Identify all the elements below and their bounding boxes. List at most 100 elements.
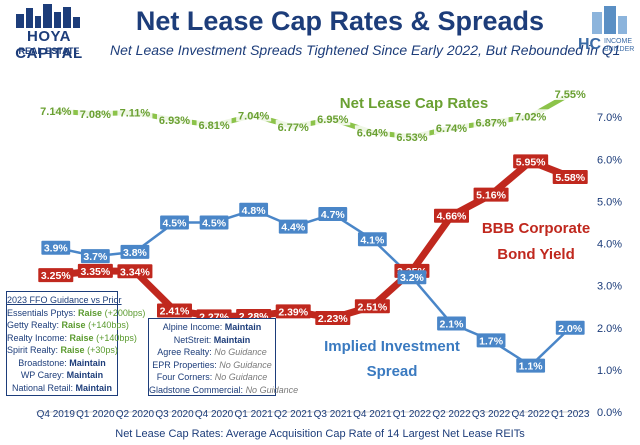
data-label-bg xyxy=(275,304,311,319)
data-label: 4.1% xyxy=(360,234,385,246)
data-label-bg xyxy=(278,219,308,234)
guidance-call: Maintain xyxy=(213,334,251,345)
data-label-bg xyxy=(394,129,430,143)
data-label-bg xyxy=(473,187,509,202)
guidance-call: No Guidance xyxy=(214,347,267,357)
guidance-row: Agree Realty: No Guidance xyxy=(149,346,275,359)
logo-right-text: INCOME BUILDER xyxy=(604,38,636,54)
hoya-capital-logo: HOYA CAPITAL REAL ESTATE xyxy=(6,4,92,62)
data-label-bg xyxy=(513,154,549,169)
cap-rate-annotation: Net Lease Cap Rates xyxy=(340,95,488,112)
x-tick-label: Q2 2020 xyxy=(116,409,155,420)
guidance-call: Maintain xyxy=(224,322,262,332)
guidance-row: EPR Properties: No Guidance xyxy=(149,359,275,372)
guidance-delta: (+140bps) xyxy=(96,332,137,343)
data-label-bg xyxy=(199,215,229,230)
guidance-call: Raise xyxy=(61,320,86,330)
guidance-call: Raise xyxy=(69,332,94,343)
data-label: 7.11% xyxy=(120,107,151,119)
data-label: 6.93% xyxy=(159,115,190,127)
guidance-call: Raise xyxy=(78,307,103,318)
y-tick-label: 3.0% xyxy=(597,281,622,293)
y-tick-label: 4.0% xyxy=(597,239,622,251)
data-label: 6.53% xyxy=(396,132,427,144)
data-label-bg xyxy=(275,119,311,133)
reit-name: Gladstone Commercial: xyxy=(149,384,244,395)
x-tick-label: Q4 2020 xyxy=(195,409,234,420)
bbb-annotation-line1: BBB Corporate xyxy=(482,220,590,237)
y-tick-label: 2.0% xyxy=(597,323,622,335)
x-tick-label: Q3 2022 xyxy=(472,409,511,420)
data-label: 4.66% xyxy=(437,211,467,223)
data-label: 7.02% xyxy=(515,111,546,123)
data-label-bg xyxy=(38,268,74,283)
bbb-annotation-line2: Bond Yield xyxy=(497,246,575,263)
logo-right-line2: BUILDER xyxy=(604,46,635,53)
data-label: 7.14% xyxy=(40,106,71,118)
data-label-bg xyxy=(41,240,71,255)
data-label-bg xyxy=(354,299,390,314)
data-label-bg xyxy=(318,207,348,222)
data-label-bg xyxy=(357,232,387,247)
data-label-bg xyxy=(315,311,351,326)
data-label-bg xyxy=(555,320,585,335)
logo-right-mark: HC xyxy=(578,36,602,53)
data-label-bg xyxy=(77,106,113,120)
y-tick-label: 6.0% xyxy=(597,154,622,166)
x-tick-label: Q1 2020 xyxy=(76,409,115,420)
guidance-row: Gladstone Commercial: No Guidance xyxy=(149,384,298,397)
data-label: 3.9% xyxy=(44,243,69,255)
data-label: 6.74% xyxy=(436,123,467,135)
data-label: 4.4% xyxy=(281,222,306,234)
data-label-bg xyxy=(117,264,153,279)
guidance-row: Four Corners: No Guidance xyxy=(149,371,275,384)
data-label: 7.55% xyxy=(555,89,586,101)
reit-name: Alpine Income: xyxy=(162,322,223,332)
data-label-bg xyxy=(236,108,272,122)
data-label-bg xyxy=(434,208,469,223)
data-label-bg xyxy=(552,86,588,100)
data-label: 6.64% xyxy=(357,127,388,139)
data-label-bg xyxy=(160,215,189,230)
guidance-row: WP Carey: Maintain xyxy=(7,369,117,382)
chart-subtitle: Net Lease Investment Spreads Tightened S… xyxy=(110,42,621,58)
data-label-bg xyxy=(354,125,390,139)
guidance-row: Realty Income: Raise (+140bps) xyxy=(7,332,137,345)
data-label-bg xyxy=(80,249,110,264)
guidance-row: National Retail: Maintain xyxy=(7,382,117,395)
guidance-call: No Guidance xyxy=(214,372,268,382)
spread-annotation-line2: Spread xyxy=(367,363,418,380)
series-line-1 xyxy=(52,157,574,322)
reit-name: Broadstone: xyxy=(18,357,67,368)
data-label: 6.77% xyxy=(278,122,309,134)
x-tick-label: Q3 2021 xyxy=(314,409,353,420)
guidance-call: No Guidance xyxy=(219,359,272,370)
data-label: 5.95% xyxy=(516,156,546,168)
x-tick-label: Q1 2021 xyxy=(234,409,273,420)
guidance-box-2: Alpine Income: Maintain NetStreit: Maint… xyxy=(148,318,298,397)
data-label-bg xyxy=(157,113,192,127)
data-label-bg xyxy=(120,244,150,259)
spread-annotation-line1: Implied Investment xyxy=(324,338,460,355)
y-tick-label: 0.0% xyxy=(597,407,622,419)
data-label: 6.81% xyxy=(198,120,229,132)
data-label: 5.58% xyxy=(555,172,585,184)
data-label: 3.34% xyxy=(120,266,150,278)
reit-name: EPR Properties: xyxy=(152,359,217,370)
data-label-bg xyxy=(117,105,153,119)
guidance-row: NetStreit: Maintain xyxy=(149,334,275,347)
data-label: 2.0% xyxy=(558,323,583,335)
data-label: 7.04% xyxy=(238,110,269,122)
data-label-bg xyxy=(239,202,269,217)
logo-right-line1: INCOME xyxy=(604,38,632,45)
guidance-call: Maintain xyxy=(75,382,113,393)
logo-left-line1: HOYA CAPITAL xyxy=(15,28,83,62)
guidance-call: Raise xyxy=(60,345,85,355)
x-tick-label: Q4 2021 xyxy=(353,409,392,420)
footnote: Net Lease Cap Rates: Average Acquisition… xyxy=(115,428,525,440)
data-label-bg xyxy=(552,169,588,184)
data-label: 3.7% xyxy=(83,251,108,263)
data-label: 4.5% xyxy=(202,217,227,229)
data-label: 6.87% xyxy=(475,118,506,130)
